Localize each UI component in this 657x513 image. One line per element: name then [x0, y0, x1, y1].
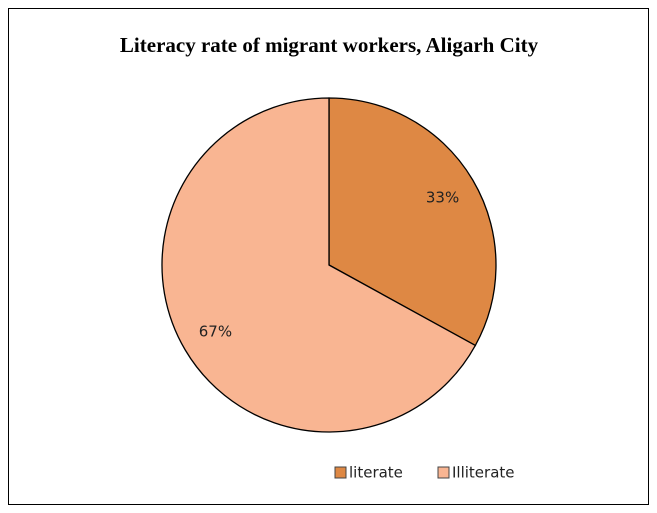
legend-swatch: [334, 466, 347, 479]
data-label: 67%: [199, 323, 232, 341]
legend-label: literate: [349, 464, 403, 482]
data-label: 33%: [426, 188, 459, 206]
pie-slice: [328, 97, 497, 347]
legend-label: Illiterate: [452, 464, 515, 482]
chart-title: Literacy rate of migrant workers, Aligar…: [120, 33, 539, 57]
pie-slice: [161, 97, 477, 433]
legend-swatch: [437, 466, 450, 479]
